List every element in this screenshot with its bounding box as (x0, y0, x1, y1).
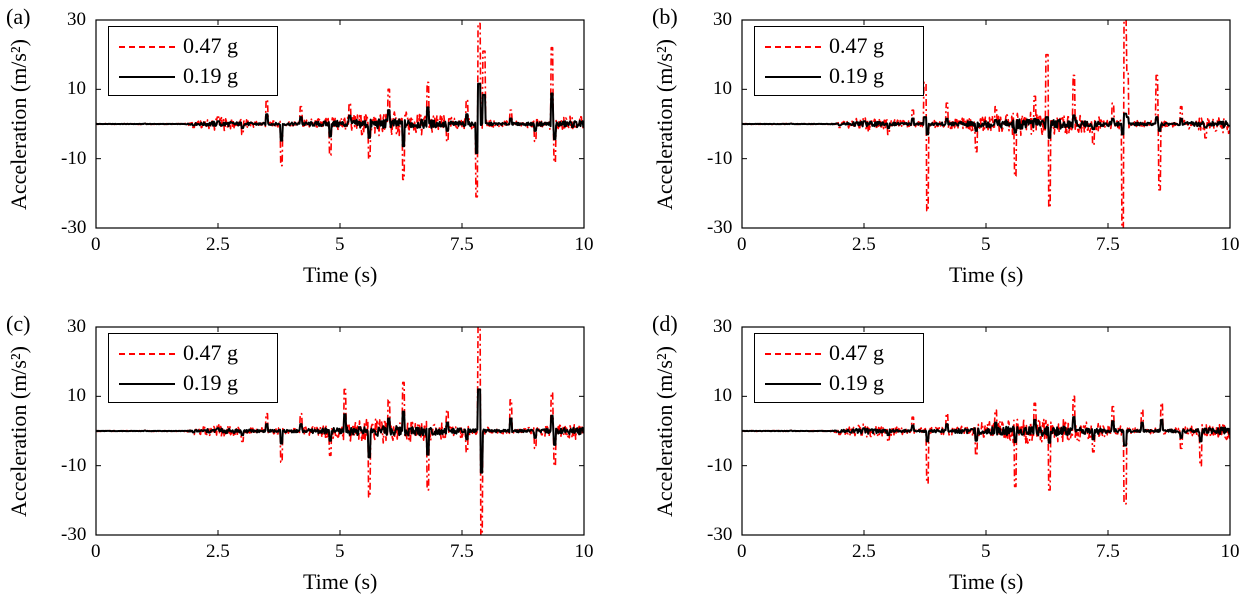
y-tick-label: -10 (61, 454, 87, 476)
legend-entry: 0.19 g (755, 62, 923, 90)
legend-label: 0.19 g (183, 63, 238, 88)
plot-area-1 (95, 19, 585, 229)
series-line-0-19-g-panel-4 (742, 416, 1230, 447)
x-tick-label: 10 (574, 541, 594, 562)
legend-entry: 0.47 g (109, 339, 277, 367)
legend-entry: 0.47 g (109, 32, 277, 60)
x-tick-label: 2.5 (852, 541, 876, 562)
legend: 0.47 g 0.19 g (108, 333, 278, 403)
legend: 0.47 g 0.19 g (754, 26, 924, 96)
y-axis-label: Acceleration (m/s²) (652, 38, 677, 210)
panel-label: (a) (6, 4, 31, 29)
x-tick-label: 10 (1220, 541, 1240, 562)
y-tick-label: -10 (61, 147, 87, 169)
legend-label: 0.47 g (183, 340, 238, 365)
y-tick-label: -10 (707, 454, 733, 476)
plot-area-2 (741, 19, 1231, 229)
y-axis-label: Acceleration (m/s²) (652, 345, 677, 517)
x-tick-label: 2.5 (206, 234, 230, 255)
x-tick-label: 7.5 (450, 541, 474, 562)
legend-swatch (765, 76, 821, 78)
y-tick-label: 10 (67, 78, 86, 100)
y-tick-label: 10 (67, 385, 86, 407)
panel-label: (b) (652, 4, 678, 29)
y-tick-label: 30 (67, 316, 86, 337)
legend-label: 0.19 g (183, 370, 238, 395)
panel-label: (c) (6, 311, 31, 336)
x-tick-label: 5 (981, 541, 991, 562)
x-axis-label: Time (s) (303, 569, 378, 594)
x-tick-label: 10 (574, 234, 594, 255)
y-axis-label: Acceleration (m/s²) (6, 38, 31, 210)
series-line-0-19-g-panel-1 (96, 82, 584, 155)
legend-label: 0.19 g (829, 370, 884, 395)
legend: 0.47 g 0.19 g (754, 333, 924, 403)
legend-entry: 0.47 g (755, 32, 923, 60)
y-tick-label: -30 (707, 217, 733, 238)
series-line-0-47-g-panel-4 (742, 395, 1230, 505)
x-tick-label: 2.5 (852, 234, 876, 255)
x-tick-label: 7.5 (1096, 541, 1120, 562)
y-tick-label: 10 (713, 78, 732, 100)
legend-swatch (119, 46, 175, 48)
plot-area-3 (95, 326, 585, 536)
x-axis-label: Time (s) (303, 262, 378, 287)
legend-swatch (119, 383, 175, 385)
legend-swatch (765, 383, 821, 385)
panel-label: (d) (652, 311, 678, 336)
legend-label: 0.19 g (829, 63, 884, 88)
y-tick-label: -30 (61, 524, 87, 545)
plot-area-4 (741, 326, 1231, 536)
x-axis-label: Time (s) (949, 569, 1024, 594)
series-line-0-19-g-panel-2 (742, 112, 1230, 139)
x-tick-label: 10 (1220, 234, 1240, 255)
legend-entry: 0.47 g (755, 339, 923, 367)
legend-label: 0.47 g (829, 33, 884, 58)
legend-swatch (119, 353, 175, 355)
legend-swatch (765, 46, 821, 48)
legend-label: 0.47 g (183, 33, 238, 58)
y-tick-label: 10 (713, 385, 732, 407)
x-tick-label: 5 (335, 234, 345, 255)
x-axis-label: Time (s) (949, 262, 1024, 287)
x-tick-label: 5 (335, 541, 345, 562)
legend-swatch (119, 76, 175, 78)
legend-entry: 0.19 g (109, 62, 277, 90)
y-tick-label: -30 (61, 217, 87, 238)
legend-label: 0.47 g (829, 340, 884, 365)
x-tick-label: 0 (737, 541, 747, 562)
x-tick-label: 0 (91, 541, 101, 562)
x-tick-label: 2.5 (206, 541, 230, 562)
legend-entry: 0.19 g (109, 369, 277, 397)
y-tick-label: 30 (713, 316, 732, 337)
x-tick-label: 0 (737, 234, 747, 255)
legend-entry: 0.19 g (755, 369, 923, 397)
series-line-0-19-g-panel-3 (96, 388, 584, 474)
x-tick-label: 5 (981, 234, 991, 255)
x-tick-label: 7.5 (1096, 234, 1120, 255)
y-axis-label: Acceleration (m/s²) (6, 345, 31, 517)
legend: 0.47 g 0.19 g (108, 26, 278, 96)
legend-swatch (765, 353, 821, 355)
y-tick-label: 30 (713, 9, 732, 30)
x-tick-label: 7.5 (450, 234, 474, 255)
y-tick-label: -10 (707, 147, 733, 169)
x-tick-label: 0 (91, 234, 101, 255)
y-tick-label: -30 (707, 524, 733, 545)
y-tick-label: 30 (67, 9, 86, 30)
